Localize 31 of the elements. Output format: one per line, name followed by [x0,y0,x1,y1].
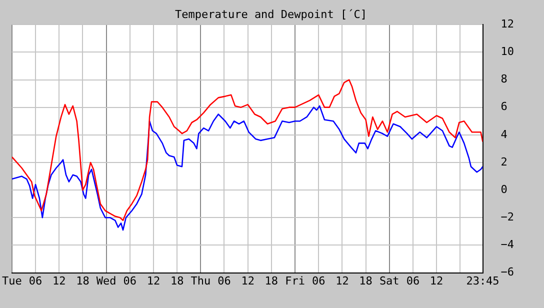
y-tick-label: 8 [500,72,508,86]
y-tick-label: 2 [500,155,508,168]
x-tick-label: Sat [379,274,400,288]
y-tick-label: −2 [500,210,514,224]
x-tick-label: Wed [96,274,116,288]
y-tick-label: −6 [500,266,514,279]
x-tick-label: 06 [123,274,137,288]
x-tick-label: 12 [52,274,66,288]
y-tick-label: 4 [500,128,508,141]
x-tick-label: 12 [430,274,444,288]
x-tick-label: Fri [285,274,305,288]
x-tick-label: 18 [76,274,90,288]
x-tick-label: Thu [190,274,211,288]
x-tick-label: 12 [146,274,160,288]
y-tick-label: −4 [500,238,514,252]
x-tick-label: 23:45 [466,274,500,288]
x-tick-label: 12 [336,274,349,288]
x-tick-label: Tue [2,274,22,288]
x-tick-label: 12 [241,274,254,288]
x-tick-label: 18 [264,274,278,288]
x-tick-label: 06 [218,274,231,288]
x-tick-label: 18 [359,274,372,288]
y-tick-label: 6 [500,100,508,114]
y-tick-label: 10 [500,45,514,58]
y-tick-label: 12 [500,17,514,30]
x-tick-label: 06 [312,274,326,288]
y-tick-label: 0 [500,182,508,196]
x-tick-label: 06 [406,274,420,288]
x-tick-label: 18 [170,274,184,288]
chart-title: Temperature and Dewpoint [´C] [174,8,368,21]
x-tick-label: 06 [28,274,42,288]
